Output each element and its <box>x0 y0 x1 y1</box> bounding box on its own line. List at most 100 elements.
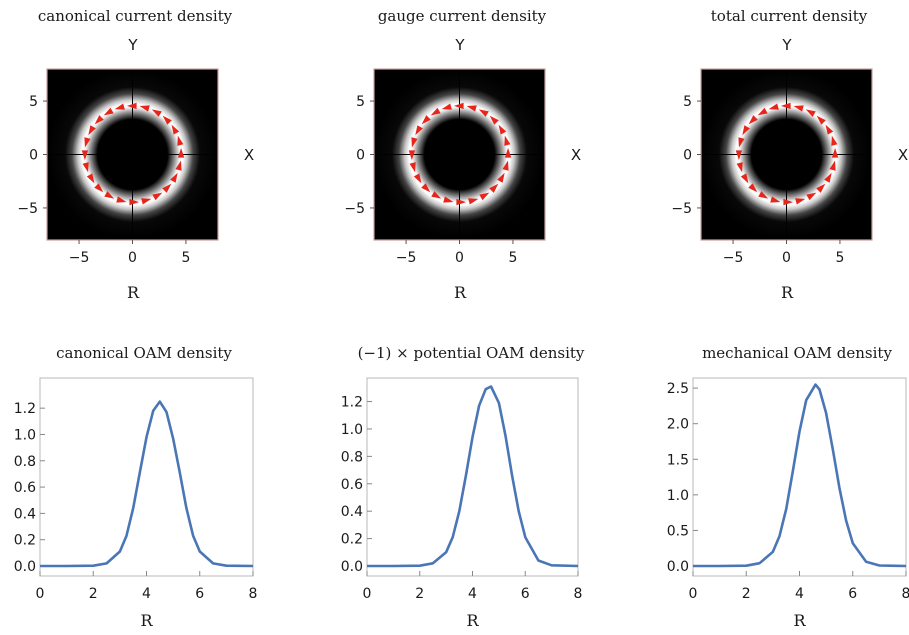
current-arrow <box>748 183 758 193</box>
y-axis-label: Y <box>454 36 465 54</box>
current-arrow <box>441 103 452 110</box>
oam-curve <box>40 400 254 568</box>
y-tick-label: 0.5 <box>667 523 689 539</box>
current-arrow <box>139 105 150 112</box>
plot-title: canonical OAM density <box>56 344 232 362</box>
current-arrow <box>116 196 127 203</box>
x-tick-label: 0 <box>363 586 372 602</box>
x-tick-label: 0 <box>128 250 137 266</box>
plot-frame <box>39 377 254 577</box>
plot-title: gauge current density <box>378 7 547 25</box>
current-arrow <box>141 198 152 205</box>
current-arrow <box>478 109 489 117</box>
current-arrow <box>456 198 466 206</box>
vector-field <box>408 102 512 206</box>
plot-title: mechanical OAM density <box>702 344 892 362</box>
x-tick-label: 6 <box>848 586 857 602</box>
oam-plot-0: canonical OAM density 0 2 4 6 8 0.0 0.2 0.4 0.6 0.… <box>14 344 258 630</box>
plot-frame <box>692 377 907 577</box>
y-tick-label: 5 <box>683 94 692 110</box>
y-tick-label: 0.2 <box>341 532 363 548</box>
current-arrow <box>411 137 418 148</box>
current-arrow <box>129 198 139 206</box>
current-arrow <box>421 115 431 125</box>
current-arrow <box>783 198 793 206</box>
plot-frame <box>366 377 579 577</box>
current-arrow <box>468 198 479 205</box>
current-arrow <box>84 137 91 148</box>
y-tick-label: −5 <box>17 201 38 217</box>
current-arrow <box>816 183 826 193</box>
y-tick-label: −5 <box>671 201 692 217</box>
current-arrow <box>497 172 505 183</box>
oam-plot-1: (−1) × potential OAM density 0 2 4 6 8 0.0 0.2 0… <box>341 344 585 630</box>
x-tick-label: 5 <box>181 250 190 266</box>
y-tick-label: 1.0 <box>14 427 36 443</box>
y-tick-label: 1.5 <box>667 452 689 468</box>
y-tick-label: 0.2 <box>14 533 36 549</box>
y-tick-label: 1.2 <box>341 395 363 411</box>
y-axis-label: Y <box>127 36 138 54</box>
x-tick-label: −5 <box>396 250 417 266</box>
current-arrow <box>825 124 834 135</box>
y-tick-label: 1.0 <box>341 422 363 438</box>
current-arrow <box>504 135 511 146</box>
current-arrow <box>816 115 826 125</box>
x-tick-label: 0 <box>455 250 464 266</box>
current-arrow <box>94 183 104 193</box>
x-axis-label: X <box>571 146 581 164</box>
y-tick-label: 0.4 <box>14 506 36 522</box>
x-tick-label: 5 <box>835 250 844 266</box>
current-arrow <box>489 115 499 125</box>
bottom-axis-label: R <box>781 283 794 302</box>
current-arrow <box>738 137 745 148</box>
current-arrow <box>454 102 464 110</box>
current-arrow <box>829 160 836 171</box>
x-axis-label: X <box>244 146 254 164</box>
current-arrow <box>162 115 172 125</box>
x-tick-label: 4 <box>142 586 151 602</box>
x-tick-label: 8 <box>574 586 583 602</box>
current-arrow <box>498 124 507 135</box>
plot-title: canonical current density <box>38 7 233 25</box>
density-plot-2: total current density Y X −5 0 5 5 0 −5 R <box>671 7 908 302</box>
x-tick-label: 5 <box>508 250 517 266</box>
y-tick-label: −5 <box>344 201 365 217</box>
current-arrow <box>104 191 115 199</box>
current-arrow <box>86 173 95 184</box>
y-axis-label: Y <box>781 36 792 54</box>
current-arrow <box>781 102 791 110</box>
oam-curve <box>693 383 907 568</box>
current-arrow <box>421 183 431 193</box>
y-tick-label: 0.8 <box>14 454 36 470</box>
current-arrow <box>127 102 137 110</box>
x-tick-label: 2 <box>415 586 424 602</box>
y-tick-label: 5 <box>29 94 38 110</box>
current-arrow <box>805 109 816 117</box>
y-tick-label: 0 <box>356 148 365 164</box>
current-arrow <box>806 192 817 201</box>
current-arrow <box>748 115 758 125</box>
current-arrow <box>151 109 162 117</box>
y-tick-label: 5 <box>356 94 365 110</box>
current-arrow <box>758 191 769 199</box>
current-arrow <box>88 125 96 136</box>
current-arrow <box>114 103 125 110</box>
y-tick-label: 0.6 <box>14 480 36 496</box>
current-arrow <box>81 150 89 160</box>
current-arrow <box>735 150 743 160</box>
y-tick-label: 0.8 <box>341 449 363 465</box>
current-arrow <box>770 196 781 203</box>
current-arrow <box>757 107 768 116</box>
x-tick-label: 6 <box>521 586 530 602</box>
y-tick-label: 0.6 <box>341 477 363 493</box>
current-arrow <box>795 198 806 205</box>
oam-curve <box>367 385 579 568</box>
x-tick-label: −5 <box>723 250 744 266</box>
current-arrow <box>94 115 104 125</box>
plot-title: (−1) × potential OAM density <box>358 344 585 362</box>
y-tick-label: 0 <box>683 148 692 164</box>
y-tick-label: 1.2 <box>14 401 36 417</box>
y-tick-label: 2.0 <box>667 417 689 433</box>
y-tick-label: 0.4 <box>341 504 363 520</box>
